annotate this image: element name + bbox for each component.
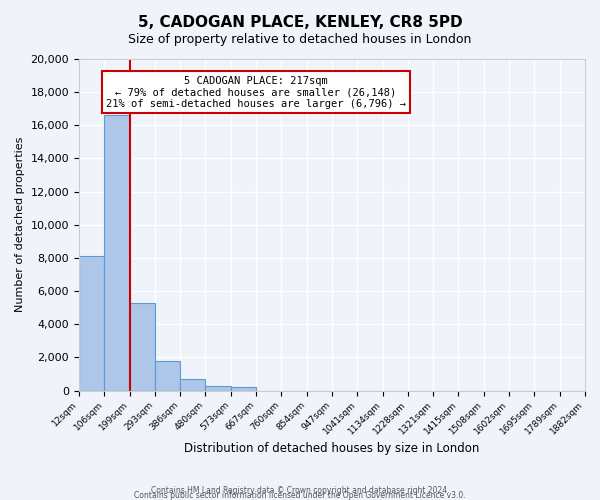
Text: 5, CADOGAN PLACE, KENLEY, CR8 5PD: 5, CADOGAN PLACE, KENLEY, CR8 5PD xyxy=(137,15,463,30)
Bar xyxy=(104,116,130,390)
Bar xyxy=(155,360,180,390)
Text: 5 CADOGAN PLACE: 217sqm
← 79% of detached houses are smaller (26,148)
21% of sem: 5 CADOGAN PLACE: 217sqm ← 79% of detache… xyxy=(106,76,406,109)
Y-axis label: Number of detached properties: Number of detached properties xyxy=(15,137,25,312)
Bar xyxy=(180,379,205,390)
Bar xyxy=(205,386,231,390)
Bar xyxy=(231,388,256,390)
X-axis label: Distribution of detached houses by size in London: Distribution of detached houses by size … xyxy=(184,442,479,455)
Text: Contains public sector information licensed under the Open Government Licence v3: Contains public sector information licen… xyxy=(134,491,466,500)
Bar xyxy=(130,302,155,390)
Bar xyxy=(79,256,104,390)
Text: Contains HM Land Registry data © Crown copyright and database right 2024.: Contains HM Land Registry data © Crown c… xyxy=(151,486,449,495)
Text: Size of property relative to detached houses in London: Size of property relative to detached ho… xyxy=(128,32,472,46)
